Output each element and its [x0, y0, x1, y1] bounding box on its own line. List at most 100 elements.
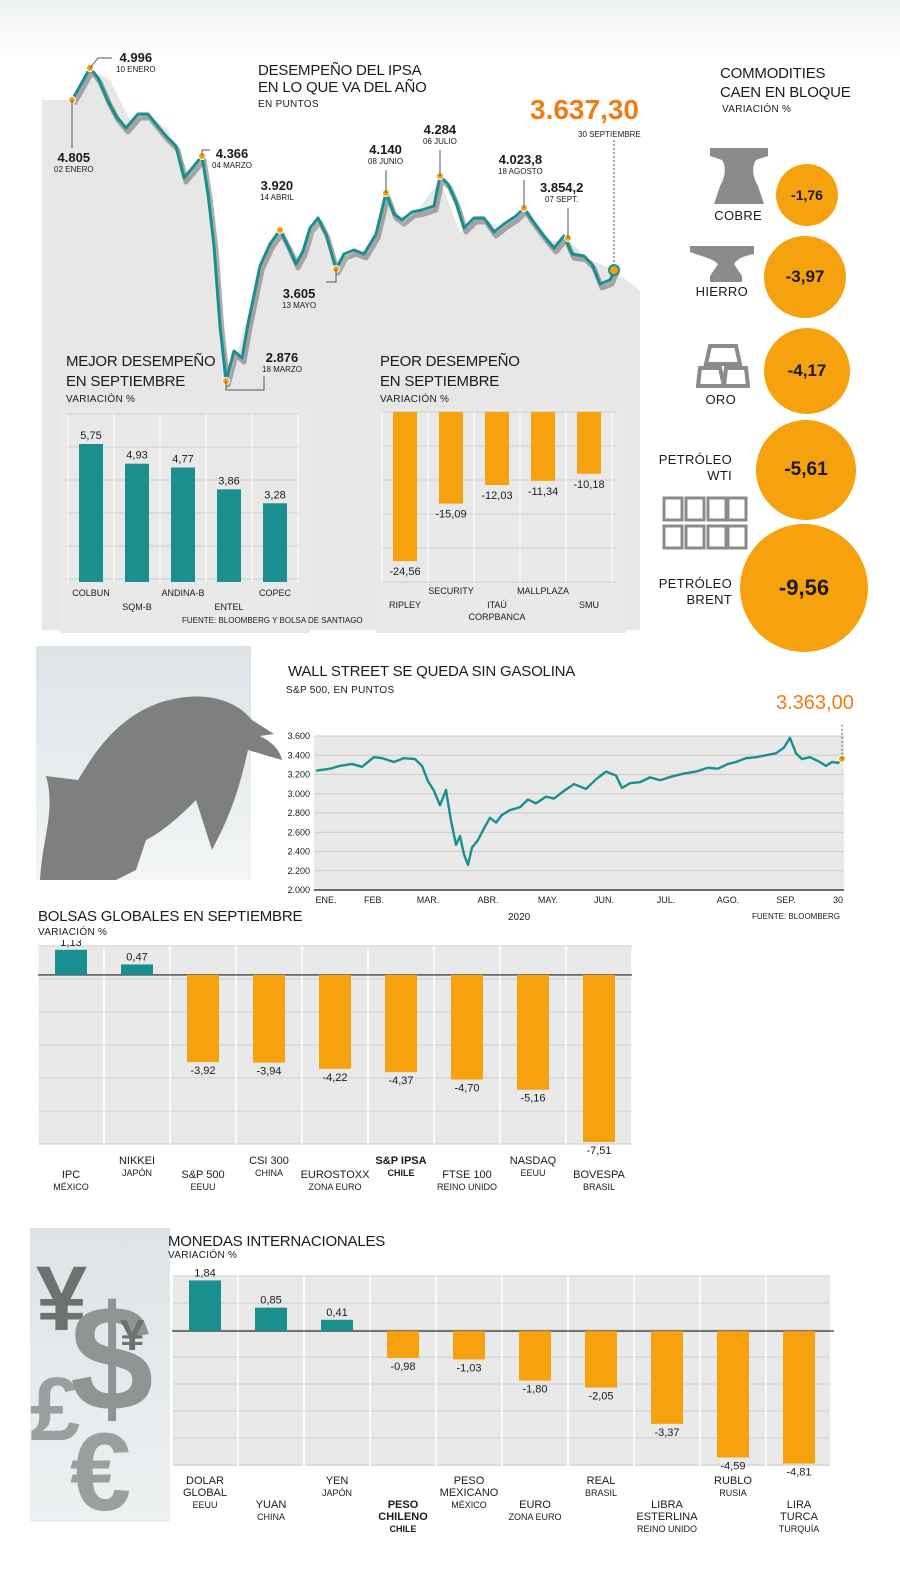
bar: [79, 444, 103, 582]
category-name: DOLAR: [186, 1475, 224, 1487]
data-label: -1,80: [522, 1384, 547, 1396]
category-country: RUSIA: [719, 1488, 747, 1498]
annotation-value: 2.876: [265, 350, 299, 365]
category-name: PESO: [454, 1475, 485, 1487]
annotation-date: 02 ENERO: [54, 165, 94, 174]
data-label: 1,84: [194, 1267, 215, 1279]
category-name: RUBLO: [714, 1475, 752, 1487]
annotation-date: 10 ENERO: [116, 65, 156, 74]
ipsa-last-dot: [608, 264, 620, 276]
monedas-subtitle: VARIACIÓN %: [168, 1250, 238, 1261]
category-name: LIRA: [787, 1499, 812, 1511]
commodity-value-wti: -5,61: [756, 420, 856, 520]
tick-label-x: 30: [833, 895, 843, 905]
data-label: -10,18: [573, 479, 604, 491]
category-country: ZONA EURO: [508, 1512, 561, 1522]
category-name: EUROSTOXX: [301, 1169, 371, 1181]
svg-text:€: €: [70, 1411, 131, 1520]
ipsa-annotation: 3.920 14 ABRIL: [260, 178, 294, 202]
tick-label-x: JUL.: [657, 895, 676, 905]
bar: [387, 1331, 419, 1359]
mejor-title-line1: MEJOR DESEMPEÑO: [66, 353, 216, 370]
commodity-label-hierro: HIERRO: [695, 284, 748, 299]
ipsa-title-line2: EN LO QUE VA DEL AÑO: [258, 79, 427, 96]
category-name: NIKKEI: [119, 1155, 155, 1167]
tick-label-y: 3.400: [287, 750, 310, 760]
category-name: TURCA: [780, 1511, 819, 1523]
data-label: -12,03: [481, 490, 512, 502]
commodities-title-line2: CAEN EN BLOQUE: [720, 84, 851, 101]
bull-icon: [40, 696, 282, 880]
ipsa-dot: [276, 226, 284, 234]
category-name: CSI 300: [249, 1155, 289, 1167]
tick-label: SQM-B: [122, 602, 152, 612]
peor-title-line1: PEOR DESEMPEÑO: [380, 353, 520, 370]
category-name: NASDAQ: [510, 1155, 557, 1167]
category-country: JAPÓN: [322, 1488, 352, 1498]
mejor-title: MEJOR DESEMPEÑO EN SEPTIEMBRE: [66, 352, 216, 392]
tick-label-x: MAY.: [538, 895, 558, 905]
data-label: -4,22: [322, 1072, 347, 1084]
data-label: 0,85: [260, 1295, 281, 1307]
tick-label-x: ABR.: [477, 895, 498, 905]
data-label: -4,59: [720, 1460, 745, 1472]
bar: [55, 949, 87, 975]
svg-text:¥: ¥: [120, 1311, 145, 1360]
commodity-value-cobre: -1,76: [776, 164, 838, 226]
category-name: GLOBAL: [183, 1487, 227, 1499]
tick-label: ANDINA-B: [161, 588, 204, 598]
category-country: MÉXICO: [451, 1500, 487, 1510]
peor-title-line2: EN SEPTIEMBRE: [380, 373, 500, 390]
data-label: -3,94: [256, 1066, 281, 1078]
anvil-icon: [690, 246, 754, 282]
category-country: REINO UNIDO: [437, 1182, 497, 1192]
bar: [531, 412, 555, 481]
category-name: S&P IPSA: [375, 1155, 426, 1167]
bar: [189, 1280, 221, 1332]
sp500-chart: 2.000 2.200 2.400 2.600 2.800 3.000 3.200 3.400…: [287, 724, 846, 905]
data-label: -15,09: [435, 509, 466, 521]
gold-bars-icon: [696, 344, 750, 388]
data-label: -1,03: [456, 1362, 481, 1374]
ipsa-annotation: 4.284 06 JULIO: [423, 122, 457, 146]
svg-text:$: $: [70, 1274, 153, 1442]
tick-label-x: JUN.: [594, 895, 614, 905]
annotation-value: 4.366: [215, 146, 249, 161]
annotation-date: 13 MAYO: [282, 301, 317, 310]
annotation-value: 3.920: [260, 178, 294, 193]
peor-title: PEOR DESEMPEÑO EN SEPTIEMBRE: [380, 352, 520, 392]
tick-label: COLBUN: [72, 588, 110, 598]
commodity-value-oro: -4,17: [764, 328, 850, 414]
category-country: CHINA: [257, 1512, 285, 1522]
peor-subtitle: VARIACIÓN %: [380, 394, 450, 405]
data-label: -3,92: [190, 1065, 215, 1077]
source-ipsa: FUENTE: BLOOMBERG Y BOLSA DE SANTIAGO: [182, 616, 363, 625]
bar: [517, 974, 549, 1090]
category-country: CHILE: [390, 1524, 417, 1534]
tick-label-y: 2.000: [287, 885, 310, 895]
ipsa-annotation: 2.876 18 MARZO: [262, 350, 302, 374]
category-name: REAL: [587, 1475, 616, 1487]
tick-label: ITAÚ: [487, 600, 507, 610]
category-country: REINO UNIDO: [637, 1524, 697, 1534]
ipsa-annotation: 3.605 13 MAYO: [282, 286, 316, 310]
ipsa-panel-bg: [0, 0, 900, 60]
wti-line1: PETRÓLEO: [658, 452, 732, 467]
data-label: -4,37: [388, 1075, 413, 1087]
annotation-value: 4.805: [57, 150, 91, 165]
bar: [393, 412, 417, 562]
sp500-last-point: [838, 754, 846, 763]
tick-label-y: 2.200: [287, 866, 310, 876]
category-country: BRASIL: [583, 1182, 615, 1192]
wti-line2: WTI: [707, 468, 732, 483]
annotation-value: 4.140: [369, 142, 402, 157]
bar: [651, 1331, 683, 1424]
category-country: JAPÓN: [122, 1168, 152, 1178]
data-label: -4,81: [786, 1467, 811, 1479]
data-label: -4,70: [454, 1082, 479, 1094]
bar: [217, 489, 241, 582]
bar: [319, 974, 351, 1069]
tick-label-y: 3.600: [287, 731, 310, 741]
commodities-title-line1: COMMODITIES: [720, 65, 826, 82]
